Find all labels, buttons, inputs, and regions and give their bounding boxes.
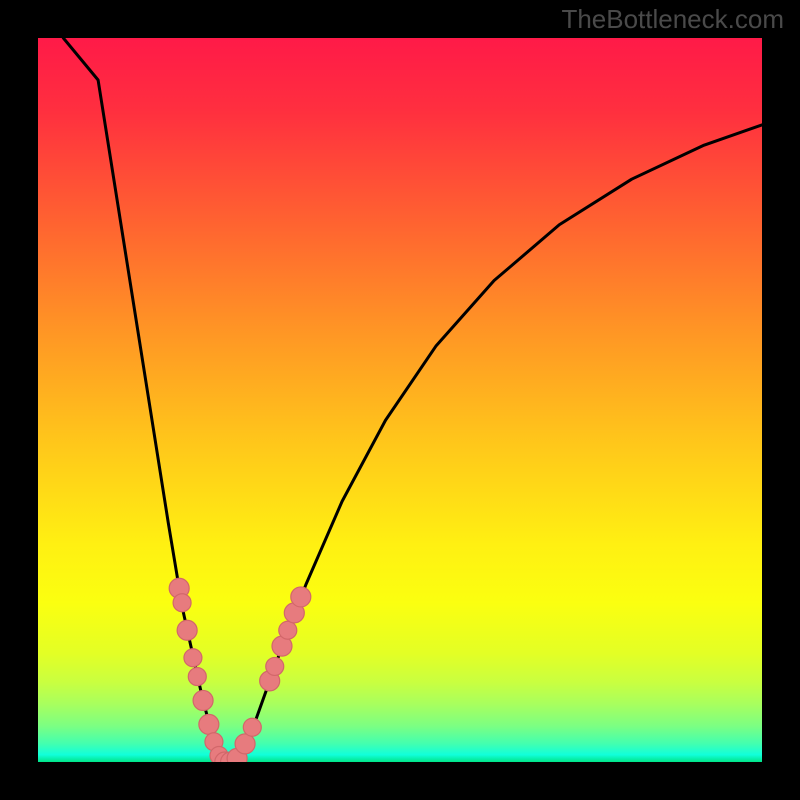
data-marker	[235, 734, 255, 754]
data-marker	[266, 657, 284, 675]
data-marker	[184, 649, 202, 667]
bottleneck-chart	[38, 38, 762, 762]
data-marker	[199, 714, 219, 734]
watermark-text: TheBottleneck.com	[561, 4, 784, 35]
data-marker	[188, 668, 206, 686]
data-marker	[193, 690, 213, 710]
data-marker	[177, 620, 197, 640]
data-marker	[291, 587, 311, 607]
data-marker	[173, 594, 191, 612]
data-marker	[279, 621, 297, 639]
data-marker	[243, 718, 261, 736]
